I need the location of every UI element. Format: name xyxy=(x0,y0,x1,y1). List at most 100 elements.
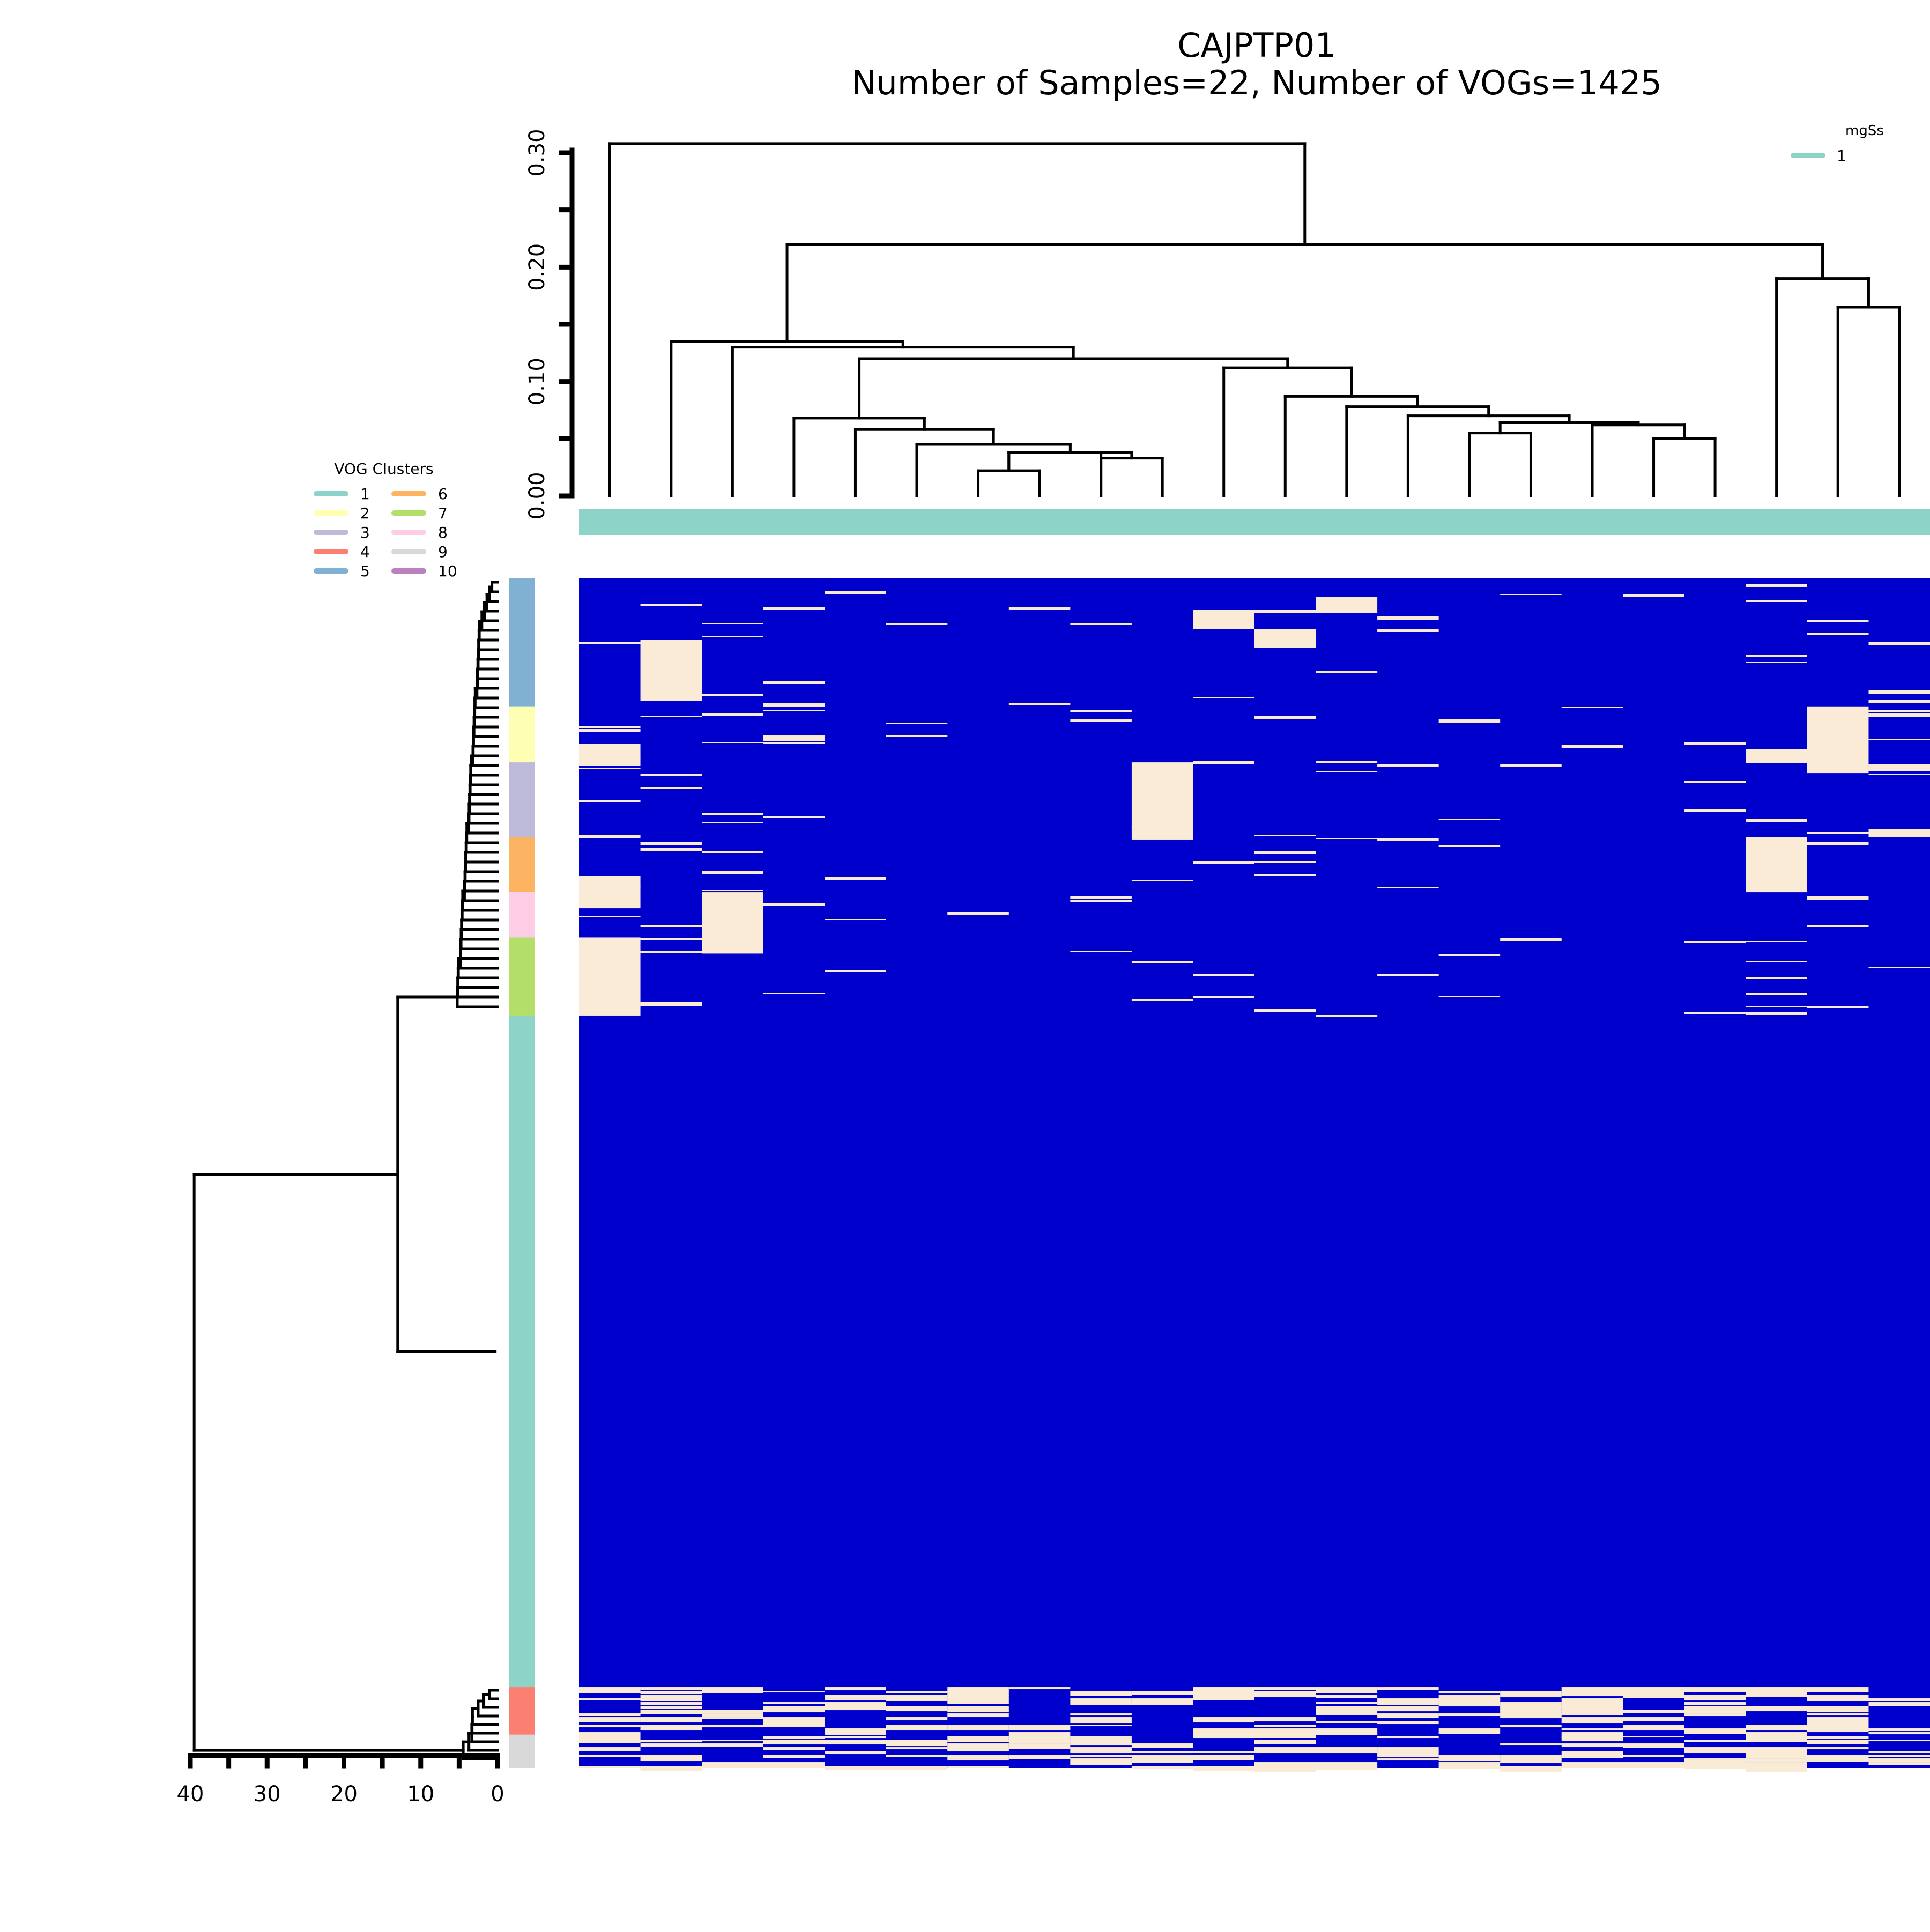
heatmap-cell xyxy=(1377,616,1439,620)
heatmap-cell xyxy=(579,1717,641,1722)
heatmap-cell xyxy=(886,1717,948,1721)
vog-legend-label: 3 xyxy=(360,524,370,541)
heatmap-cell xyxy=(1131,1698,1193,1705)
heatmap-cell xyxy=(886,1706,948,1711)
heatmap-cell xyxy=(1131,1743,1193,1748)
heatmap-cell xyxy=(947,1766,1009,1769)
heatmap-cell xyxy=(1561,1702,1623,1707)
heatmap-cell xyxy=(1008,607,1071,610)
heatmap-cell xyxy=(825,1736,886,1739)
sample-legend-title: mgSs xyxy=(1845,123,1884,139)
heatmap-cell xyxy=(1746,941,1807,942)
heatmap-cell xyxy=(1254,716,1316,719)
heatmap-cell xyxy=(1500,1695,1562,1698)
heatmap-cell xyxy=(886,1695,948,1701)
heatmap-cell xyxy=(579,835,641,838)
heatmap-cell xyxy=(1070,1762,1132,1765)
heatmap-cell xyxy=(1623,594,1684,597)
heatmap-cell xyxy=(702,813,763,815)
heatmap-cell xyxy=(1316,1710,1378,1715)
heatmap-cell xyxy=(1746,1006,1807,1007)
heatmap-cell xyxy=(1500,764,1562,767)
heatmap-cell xyxy=(886,1691,948,1693)
heatmap-cell xyxy=(1070,1751,1132,1754)
heatmap-cell xyxy=(1868,716,1930,717)
heatmap-cell xyxy=(1500,594,1562,595)
heatmap-cell xyxy=(579,876,641,909)
heatmap-cell xyxy=(1193,1751,1254,1753)
heatmap-cell xyxy=(763,816,825,818)
heatmap-cell xyxy=(947,1710,1009,1712)
col-axis-tick-label: 0.00 xyxy=(525,472,550,519)
heatmap-cell xyxy=(1746,1691,1807,1697)
heatmap-cell xyxy=(825,1702,886,1706)
heatmap-cell xyxy=(1377,1713,1439,1719)
heatmap-cell xyxy=(1868,1740,1930,1742)
heatmap-cell xyxy=(1377,974,1439,976)
heatmap-cell xyxy=(1193,1766,1254,1771)
heatmap-cell xyxy=(702,892,763,954)
heatmap-cell xyxy=(1254,1747,1316,1753)
heatmap-cell xyxy=(1684,742,1746,745)
heatmap-cell xyxy=(1254,835,1316,836)
row-annotation-cluster-5 xyxy=(509,578,535,707)
heatmap-cell xyxy=(1316,1015,1378,1017)
heatmap-cell xyxy=(1561,1736,1623,1741)
vog-legend-label: 8 xyxy=(438,524,448,541)
heatmap-cell xyxy=(1684,1713,1746,1717)
heatmap-cell xyxy=(1070,719,1132,722)
heatmap-cell xyxy=(579,1732,641,1737)
heatmap-cell xyxy=(1868,1702,1930,1706)
heatmap-cell xyxy=(1193,761,1254,764)
heatmap-cell xyxy=(640,604,702,606)
heatmap-cell xyxy=(1684,1747,1746,1754)
col-axis-tick-label: 0.20 xyxy=(525,243,550,291)
heatmap-cell xyxy=(640,774,702,776)
heatmap-cell xyxy=(1623,1743,1684,1748)
heatmap-cell xyxy=(1008,1687,1071,1690)
heatmap-cell xyxy=(1316,1732,1378,1735)
heatmap-cell xyxy=(1438,819,1501,820)
heatmap-cell xyxy=(1377,1706,1439,1712)
heatmap-cell xyxy=(1193,1758,1254,1760)
heatmap-cell xyxy=(1377,887,1439,888)
row-axis-tick-label: 20 xyxy=(330,1782,358,1807)
heatmap-cell xyxy=(702,742,763,743)
heatmap-cell xyxy=(886,1755,948,1757)
heatmap-cell xyxy=(579,1725,641,1728)
vog-legend-label: 10 xyxy=(438,562,457,580)
heatmap-cell xyxy=(1684,809,1746,812)
row-axis-tick-label: 40 xyxy=(177,1782,204,1807)
heatmap-cell xyxy=(1008,1732,1071,1738)
heatmap-cell xyxy=(640,1743,702,1747)
heatmap-cell xyxy=(1070,623,1132,625)
heatmap-cell xyxy=(1377,1721,1439,1725)
heatmap-cell xyxy=(1316,671,1378,673)
heatmap-cell xyxy=(702,636,763,637)
heatmap-cell xyxy=(1193,1732,1254,1739)
heatmap-cell xyxy=(763,703,825,707)
heatmap-cell xyxy=(1746,819,1807,822)
heatmap-cell xyxy=(1807,1713,1869,1716)
heatmap-cell xyxy=(1070,1725,1132,1727)
heatmap-cell xyxy=(1131,1691,1193,1695)
heatmap-cell xyxy=(1561,745,1623,748)
heatmap-cell xyxy=(702,1725,763,1728)
heatmap-cell xyxy=(1868,829,1930,837)
heatmap-cell xyxy=(1746,977,1807,979)
heatmap-cell xyxy=(1684,1698,1746,1701)
heatmap-cell xyxy=(1868,1755,1930,1757)
heatmap-cell xyxy=(1561,1751,1623,1756)
vog-legend-title: VOG Clusters xyxy=(334,460,433,478)
heatmap-cell xyxy=(1131,1751,1193,1754)
heatmap-cell xyxy=(1193,610,1254,629)
row-annotation-cluster-9 xyxy=(509,1734,535,1768)
heatmap-cell xyxy=(1070,1698,1132,1705)
heatmap-cell xyxy=(1193,861,1254,864)
heatmap-cell xyxy=(763,1691,825,1693)
heatmap-cell xyxy=(1316,1687,1378,1693)
heatmap-cell xyxy=(1746,837,1807,893)
heatmap-cell xyxy=(1746,1762,1807,1768)
heatmap-cell xyxy=(1500,1743,1562,1746)
heatmap-cell xyxy=(640,1717,702,1721)
